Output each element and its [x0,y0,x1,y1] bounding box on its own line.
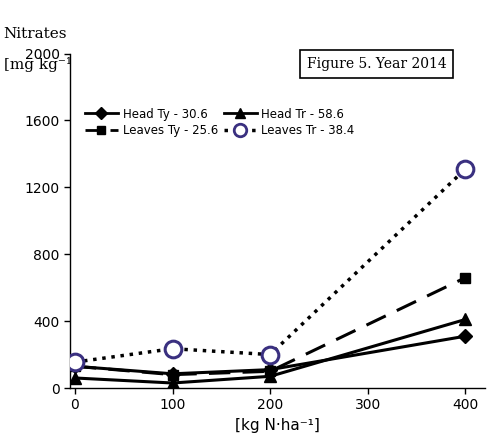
X-axis label: [kg N·ha⁻¹]: [kg N·ha⁻¹] [235,418,320,433]
Text: [mg kg⁻¹: [mg kg⁻¹ [4,57,71,72]
Legend: Head Ty - 30.6, Leaves Ty - 25.6, Head Tr - 58.6, Leaves Tr - 38.4: Head Ty - 30.6, Leaves Ty - 25.6, Head T… [80,103,359,142]
Text: Figure 5. Year 2014: Figure 5. Year 2014 [306,57,446,71]
Text: Nitrates: Nitrates [4,27,67,41]
